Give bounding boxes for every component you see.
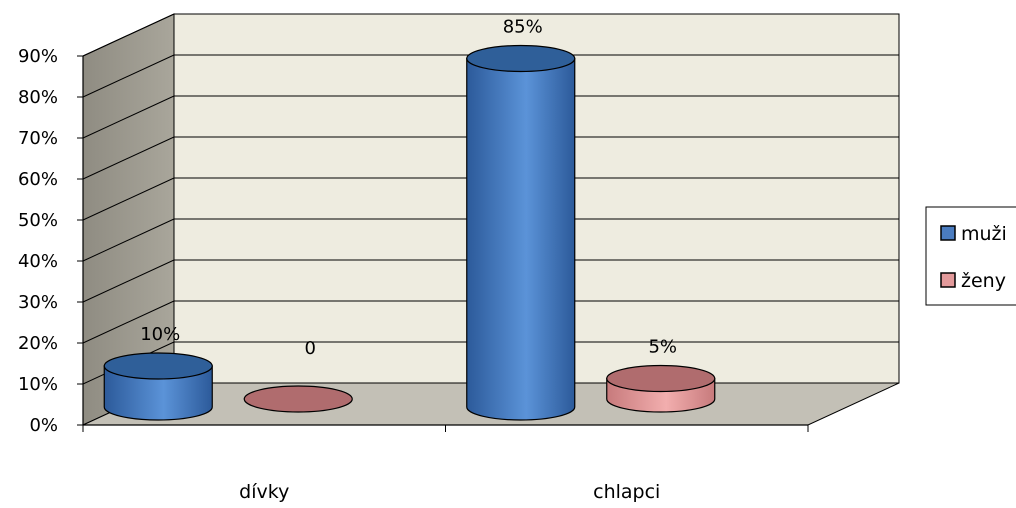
axes bbox=[77, 55, 809, 432]
gridline-side bbox=[82, 218, 175, 262]
data-label-muzi-divky: 10% bbox=[140, 324, 180, 345]
data-labels: 10% 85% 0 5% bbox=[140, 17, 677, 360]
legend-label-zeny: ženy bbox=[961, 270, 1006, 292]
y-tick-label: 0% bbox=[29, 415, 58, 436]
bar-muzi-divky bbox=[103, 352, 213, 421]
bars bbox=[103, 44, 716, 421]
y-tick-label: 80% bbox=[18, 87, 58, 108]
legend-box bbox=[925, 206, 1016, 306]
y-tick-label: 10% bbox=[18, 374, 58, 395]
y-tick-label: 40% bbox=[18, 251, 58, 272]
legend-label-muzi: muži bbox=[961, 223, 1007, 245]
cylinder-top bbox=[606, 364, 716, 393]
cylinder-body bbox=[466, 57, 576, 421]
y-tick-label: 30% bbox=[18, 292, 58, 313]
legend-swatch-zeny bbox=[940, 272, 956, 288]
gridline-side bbox=[82, 136, 175, 180]
cylinder-body bbox=[103, 365, 213, 421]
gridline-side bbox=[82, 300, 175, 344]
bar-zeny-chlapci bbox=[606, 364, 716, 413]
cylinder-top bbox=[103, 352, 213, 380]
y-tick-label: 50% bbox=[18, 210, 58, 231]
cylinder-top bbox=[466, 44, 576, 73]
data-label-zeny-chlapci: 5% bbox=[648, 337, 677, 358]
y-tick-label: 20% bbox=[18, 333, 58, 354]
x-category-label: chlapci bbox=[593, 481, 660, 503]
y-tick-label: 60% bbox=[18, 169, 58, 190]
x-category-label: dívky bbox=[239, 481, 289, 503]
legend: muži ženy bbox=[925, 206, 1016, 306]
bar-zeny-divky bbox=[243, 385, 353, 413]
y-tick-label: 90% bbox=[18, 46, 58, 67]
gridline-side bbox=[82, 54, 175, 98]
data-label-zeny-divky: 0 bbox=[305, 338, 316, 359]
cylinder-top bbox=[243, 385, 353, 413]
gridline-side bbox=[82, 95, 175, 139]
y-axis-tick-labels: 0% 10% 20% 30% 40% 50% 60% 70% 80% 90% bbox=[18, 46, 58, 436]
x-axis-category-labels: dívky chlapci bbox=[239, 481, 660, 503]
gridline-side bbox=[82, 13, 175, 57]
bar-muzi-chlapci bbox=[466, 44, 576, 421]
data-label-muzi-chlapci: 85% bbox=[503, 17, 543, 38]
gridline-side bbox=[82, 259, 175, 303]
legend-swatch-muzi bbox=[940, 225, 956, 241]
y-tick-label: 70% bbox=[18, 128, 58, 149]
gridline-side bbox=[82, 177, 175, 221]
